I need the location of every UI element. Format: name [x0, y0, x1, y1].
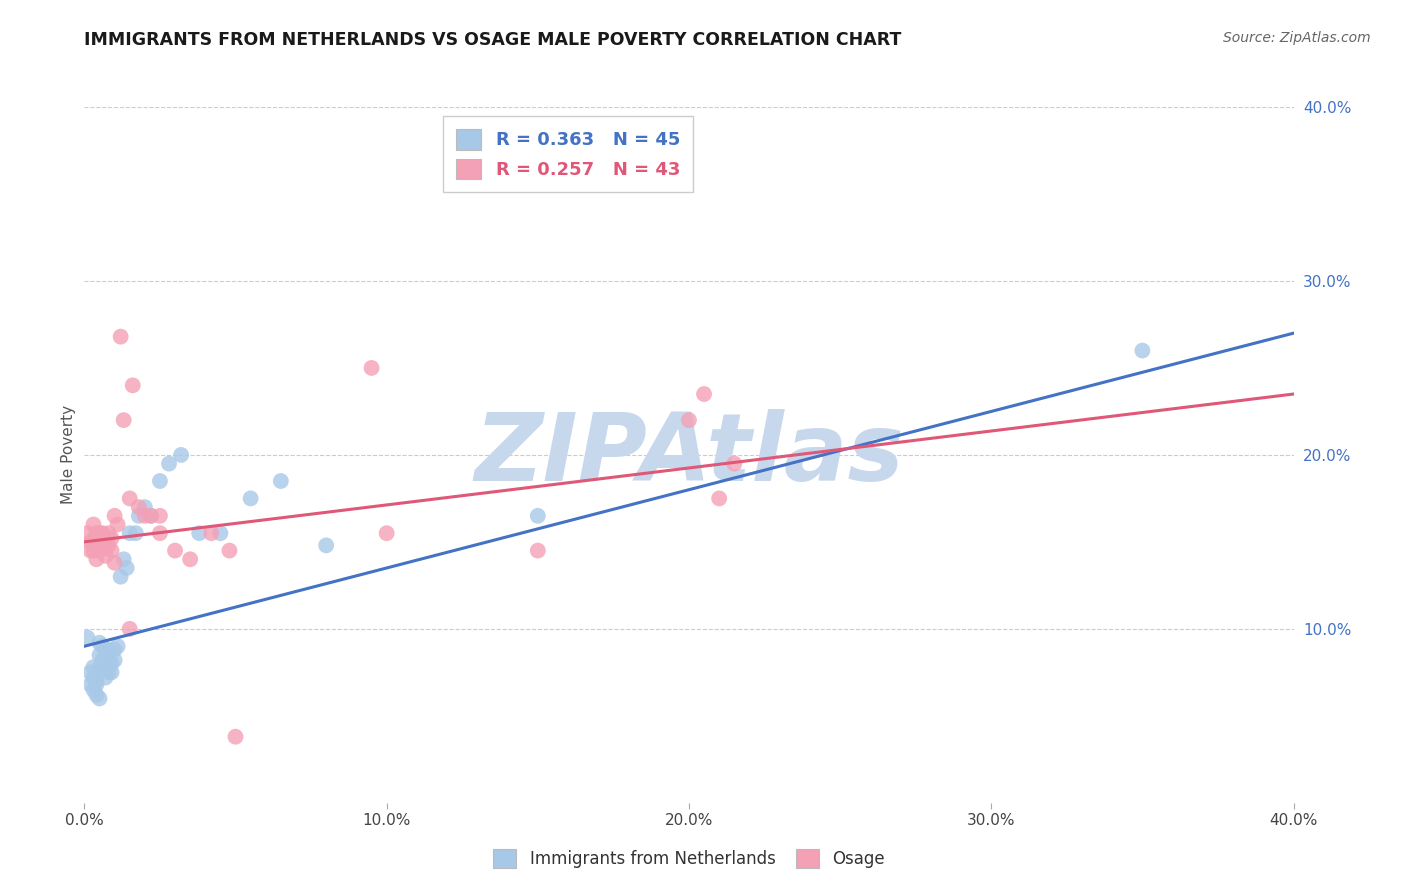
Point: [134, 508, 156, 523]
Point: [139, 508, 162, 523]
Point: [360, 360, 382, 375]
Point: [112, 413, 135, 427]
Point: [91, 653, 114, 667]
Point: [97, 642, 120, 657]
Point: [709, 491, 731, 506]
Point: [1130, 343, 1153, 358]
Point: [82, 682, 104, 697]
Point: [149, 526, 172, 541]
Point: [79, 534, 101, 549]
Point: [225, 730, 247, 744]
Point: [100, 657, 122, 671]
Point: [82, 543, 104, 558]
Point: [128, 500, 150, 514]
Point: [315, 538, 337, 552]
Point: [97, 653, 120, 667]
Point: [79, 677, 101, 691]
Point: [121, 378, 143, 392]
Point: [200, 526, 222, 541]
Point: [115, 561, 138, 575]
Point: [91, 526, 114, 541]
Point: [89, 660, 111, 674]
Point: [157, 457, 180, 471]
Point: [82, 660, 104, 674]
Point: [110, 570, 132, 584]
Point: [94, 671, 117, 685]
Point: [134, 500, 156, 514]
Point: [104, 508, 127, 523]
Point: [527, 543, 550, 558]
Point: [104, 653, 127, 667]
Point: [139, 508, 162, 523]
Point: [76, 631, 98, 645]
Point: [89, 636, 111, 650]
Text: IMMIGRANTS FROM NETHERLANDS VS OSAGE MALE POVERTY CORRELATION CHART: IMMIGRANTS FROM NETHERLANDS VS OSAGE MAL…: [84, 31, 901, 49]
Point: [97, 538, 120, 552]
Point: [693, 387, 716, 401]
Point: [118, 491, 141, 506]
Point: [97, 526, 120, 541]
Point: [179, 552, 201, 566]
Point: [110, 329, 132, 343]
Point: [149, 508, 172, 523]
Point: [82, 671, 104, 685]
Point: [170, 448, 193, 462]
Point: [118, 622, 141, 636]
Point: [86, 552, 108, 566]
Point: [104, 556, 127, 570]
Text: Source: ZipAtlas.com: Source: ZipAtlas.com: [1223, 31, 1371, 45]
Point: [209, 526, 232, 541]
Point: [678, 413, 700, 427]
Point: [527, 508, 550, 523]
Point: [375, 526, 398, 541]
Legend: Immigrants from Netherlands, Osage: Immigrants from Netherlands, Osage: [486, 842, 891, 874]
Point: [94, 549, 117, 563]
Point: [149, 474, 172, 488]
Point: [165, 543, 187, 558]
Point: [125, 526, 148, 541]
Point: [79, 665, 101, 680]
Point: [91, 657, 114, 671]
Point: [100, 543, 122, 558]
Point: [94, 660, 117, 674]
Point: [107, 517, 129, 532]
Point: [86, 688, 108, 702]
Point: [86, 674, 108, 689]
Point: [94, 538, 117, 552]
Point: [100, 665, 122, 680]
Point: [723, 457, 745, 471]
Point: [86, 526, 108, 541]
Point: [89, 526, 111, 541]
Text: ZIPAtlas: ZIPAtlas: [474, 409, 904, 501]
Point: [89, 538, 111, 552]
Point: [239, 491, 262, 506]
Point: [100, 532, 122, 546]
Point: [89, 543, 111, 558]
Point: [91, 639, 114, 653]
Point: [118, 526, 141, 541]
Point: [89, 691, 111, 706]
Point: [188, 526, 211, 541]
Point: [89, 648, 111, 662]
Point: [82, 517, 104, 532]
Point: [107, 639, 129, 653]
Point: [76, 526, 98, 541]
Point: [270, 474, 292, 488]
Point: [104, 642, 127, 657]
Point: [79, 543, 101, 558]
Point: [128, 508, 150, 523]
Point: [94, 648, 117, 662]
Point: [86, 677, 108, 691]
Point: [112, 552, 135, 566]
Point: [97, 665, 120, 680]
Point: [91, 534, 114, 549]
Y-axis label: Male Poverty: Male Poverty: [60, 405, 76, 505]
Point: [218, 543, 240, 558]
